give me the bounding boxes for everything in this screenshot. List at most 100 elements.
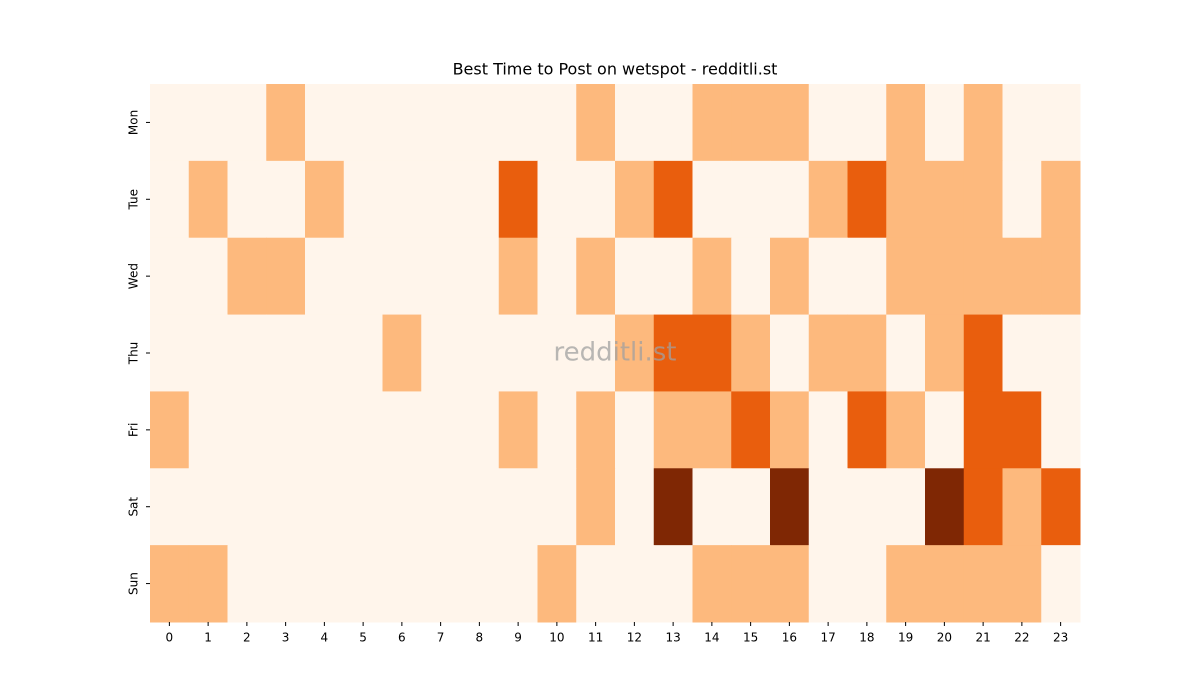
heatmap-cell (692, 160, 732, 239)
heatmap-cell (808, 84, 848, 162)
heatmap-cell (1041, 160, 1081, 239)
heatmap-cell (925, 237, 965, 316)
heatmap-cell (731, 314, 771, 392)
x-tick-label: 19 (898, 631, 913, 645)
heatmap-cell (963, 160, 1003, 239)
heatmap-cell (460, 468, 500, 546)
heatmap-cell (808, 545, 848, 623)
heatmap-cell (653, 160, 693, 239)
heatmap-cell (266, 468, 306, 546)
heatmap-cell (498, 160, 538, 239)
heatmap-cell (692, 545, 732, 623)
heatmap-cell (343, 160, 383, 239)
heatmap-cell (770, 468, 810, 546)
heatmap-cell (227, 545, 267, 623)
x-tick-label: 22 (1014, 631, 1029, 645)
heatmap-cell (266, 545, 306, 623)
heatmap-cell (188, 314, 228, 392)
heatmap-cell (731, 468, 771, 546)
heatmap-cell (305, 160, 345, 239)
heatmap-cell (382, 160, 422, 239)
heatmap-cell (1002, 237, 1042, 316)
heatmap-cell (731, 160, 771, 239)
heatmap-cell (653, 391, 693, 469)
heatmap-cell (266, 391, 306, 469)
heatmap-cell (847, 237, 887, 316)
heatmap-cell (266, 314, 306, 392)
heatmap-cell (886, 160, 926, 239)
x-tick-label: 11 (588, 631, 603, 645)
heatmap-cell (731, 391, 771, 469)
heatmap-cell (576, 468, 616, 546)
heatmap-cell (421, 314, 461, 392)
heatmap-cell (1002, 160, 1042, 239)
y-tick-label: Sun (127, 572, 141, 595)
heatmap-cell (343, 237, 383, 316)
heatmap-cell (808, 237, 848, 316)
heatmap-cell (150, 160, 190, 239)
heatmap-cell (847, 314, 887, 392)
heatmap-cell (576, 237, 616, 316)
heatmap-cell (653, 314, 693, 392)
heatmap-cell (925, 545, 965, 623)
heatmap-cell (692, 391, 732, 469)
heatmap-cell (576, 391, 616, 469)
heatmap-cell (692, 237, 732, 316)
x-tick-label: 15 (743, 631, 758, 645)
heatmap-cell (266, 160, 306, 239)
heatmap-cell (227, 160, 267, 239)
heatmap-cell (421, 468, 461, 546)
y-tick-label: Fri (127, 423, 141, 437)
heatmap-cell (963, 84, 1003, 162)
heatmap-cell (305, 468, 345, 546)
heatmap-cell (188, 160, 228, 239)
heatmap-cell (847, 468, 887, 546)
heatmap-cell (537, 468, 577, 546)
heatmap-cell (653, 237, 693, 316)
heatmap-cell (460, 314, 500, 392)
heatmap-cell (460, 84, 500, 162)
heatmap-cell (808, 468, 848, 546)
heatmap-cell (150, 84, 190, 162)
heatmap-cell (305, 314, 345, 392)
x-tick-label: 14 (704, 631, 719, 645)
heatmap-cell (1002, 391, 1042, 469)
heatmap-cell (886, 545, 926, 623)
x-tick-label: 20 (937, 631, 952, 645)
heatmap-cell (305, 237, 345, 316)
heatmap-cell (925, 391, 965, 469)
heatmap-cell (537, 391, 577, 469)
y-tick-label: Mon (127, 110, 141, 135)
heatmap-cell (1041, 545, 1081, 623)
heatmap-cell (382, 84, 422, 162)
heatmap-cell (343, 314, 383, 392)
heatmap-cells (150, 84, 1081, 623)
heatmap-cell (615, 237, 655, 316)
heatmap-cell (227, 391, 267, 469)
heatmap-cell (653, 84, 693, 162)
heatmap-cell (692, 468, 732, 546)
x-tick-label: 3 (282, 631, 290, 645)
x-tick-label: 2 (243, 631, 251, 645)
heatmap-cell (925, 160, 965, 239)
heatmap-cell (537, 84, 577, 162)
heatmap-cell (188, 84, 228, 162)
heatmap-cell (963, 237, 1003, 316)
heatmap-cell (382, 391, 422, 469)
heatmap-cell (576, 314, 616, 392)
heatmap-cell (886, 391, 926, 469)
y-tick-label: Tue (127, 189, 141, 211)
heatmap-cell (770, 314, 810, 392)
x-tick-label: 17 (820, 631, 835, 645)
heatmap-cell (382, 237, 422, 316)
heatmap-cell (770, 545, 810, 623)
heatmap-cell (1041, 468, 1081, 546)
heatmap-cell (537, 545, 577, 623)
heatmap-cell (886, 314, 926, 392)
heatmap-cell (1002, 468, 1042, 546)
heatmap-cell (188, 468, 228, 546)
heatmap-cell (731, 84, 771, 162)
heatmap-cell (498, 314, 538, 392)
heatmap-cell (227, 314, 267, 392)
